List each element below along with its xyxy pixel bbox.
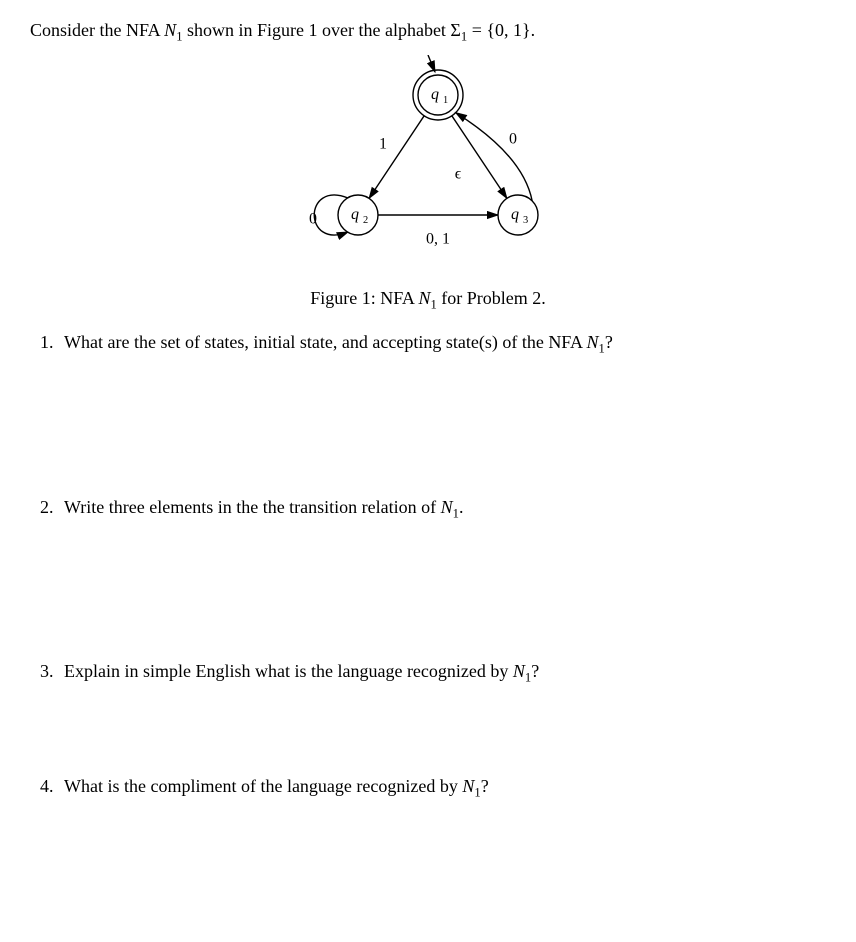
intro-prefix: Consider the NFA (30, 20, 164, 40)
svg-text:q: q (431, 86, 439, 103)
nfa-diagram: 1ϵ0, 100q1q2q3 (258, 55, 598, 275)
question-item: What is the compliment of the language r… (58, 776, 826, 801)
svg-text:ϵ: ϵ (455, 165, 462, 182)
nfa-figure: 1ϵ0, 100q1q2q3 Figure 1: NFA N1 for Prob… (30, 55, 826, 313)
svg-text:q: q (511, 206, 519, 223)
intro-mid: shown in Figure 1 over the alphabet Σ (182, 20, 460, 40)
question-list: What are the set of states, initial stat… (30, 332, 826, 800)
question-text-b: ? (481, 776, 489, 796)
caption-suffix: for Problem 2. (437, 288, 546, 308)
question-text: Explain in simple English what is the la… (64, 661, 513, 681)
svg-text:0: 0 (309, 210, 317, 227)
question-text: What are the set of states, initial stat… (64, 332, 587, 352)
question-text-b: . (459, 497, 464, 517)
svg-text:q: q (351, 206, 359, 223)
question-item: What are the set of states, initial stat… (58, 332, 826, 357)
svg-text:3: 3 (523, 215, 528, 226)
svg-text:1: 1 (379, 135, 387, 152)
question-math: N (441, 497, 453, 517)
svg-text:1: 1 (443, 95, 448, 106)
question-text: What is the compliment of the language r… (64, 776, 462, 796)
question-math: N (587, 332, 599, 352)
question-item: Explain in simple English what is the la… (58, 661, 826, 686)
question-math: N (513, 661, 525, 681)
intro-nfa-name: N (164, 20, 176, 40)
figure-caption: Figure 1: NFA N1 for Problem 2. (30, 288, 826, 313)
question-text-b: ? (531, 661, 539, 681)
svg-text:2: 2 (363, 215, 368, 226)
svg-text:0, 1: 0, 1 (426, 230, 450, 247)
question-text-b: ? (605, 332, 613, 352)
question-math: N (462, 776, 474, 796)
svg-text:0: 0 (509, 130, 517, 147)
intro-suffix: = {0, 1}. (467, 20, 535, 40)
question-text: Write three elements in the the transiti… (64, 497, 441, 517)
question-item: Write three elements in the the transiti… (58, 497, 826, 522)
intro-text: Consider the NFA N1 shown in Figure 1 ov… (30, 20, 826, 45)
caption-prefix: Figure 1: NFA (310, 288, 418, 308)
caption-nfa-name: N (418, 288, 430, 308)
